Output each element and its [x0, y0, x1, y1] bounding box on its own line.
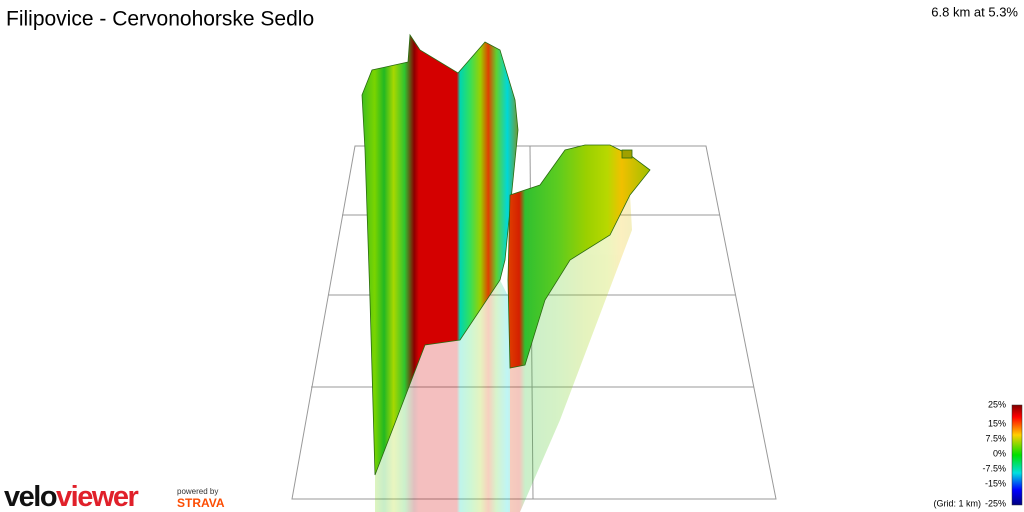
scale-labels: 25% 15% 7.5% 0% -7.5% -15% -25% (Grid: 1… — [933, 399, 1006, 508]
route-wall — [361, 33, 519, 476]
scale-label: 7.5% — [985, 433, 1006, 443]
route-wall — [507, 144, 651, 369]
scale-label: -15% — [985, 478, 1006, 488]
logo-viewer: viewer — [56, 481, 138, 512]
logo[interactable]: veloviewer — [4, 481, 140, 512]
color-scale — [1011, 404, 1023, 506]
grid-note: (Grid: 1 km) — [933, 498, 981, 508]
summary: 6.8 km at 5.3% — [931, 4, 1018, 19]
scale-label: 0% — [993, 448, 1006, 458]
scale-label: 25% — [988, 399, 1006, 409]
title: Filipovice - Cervonohorske Sedlo — [6, 8, 314, 31]
scale-label: 15% — [988, 418, 1006, 428]
route-shadow — [375, 195, 632, 512]
strava-logo[interactable]: STRAVA — [177, 496, 225, 510]
logo-velo: velo — [4, 481, 57, 512]
scale-label: -7.5% — [982, 463, 1006, 473]
powered-by: powered by — [177, 487, 218, 496]
scale-label: -25% — [985, 498, 1006, 508]
route-end — [621, 149, 633, 159]
